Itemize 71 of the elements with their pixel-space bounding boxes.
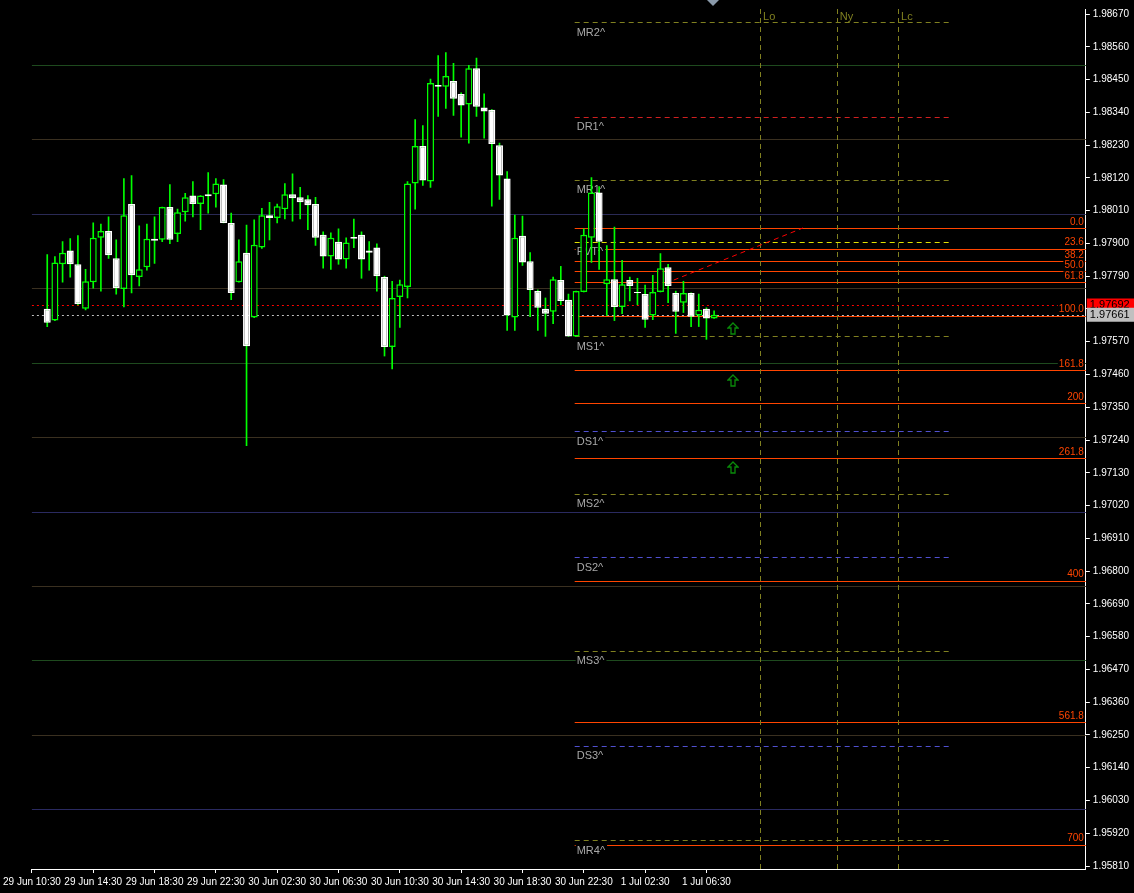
candlestick — [189, 181, 197, 218]
ref-line-label: MS2^ — [576, 497, 606, 510]
annotation: 0.0 — [1069, 215, 1085, 227]
y-tick-label: 1.96910 — [1092, 532, 1130, 544]
candlestick — [296, 187, 304, 220]
y-tick-label: 1.97350 — [1092, 401, 1130, 413]
x-tick-label: 29 Jun 22:30 — [186, 875, 246, 887]
annotation: 700 — [1067, 832, 1085, 844]
annotation: 561.8 — [1058, 710, 1085, 722]
ref-line-label: Lo — [763, 9, 776, 22]
annotation: 161.8 — [1058, 357, 1085, 369]
y-tick-label: 1.96800 — [1092, 564, 1130, 576]
x-tick-label: 29 Jun 18:30 — [125, 875, 184, 887]
x-tick-label: 30 Jun 18:30 — [493, 875, 552, 887]
x-tick-label: 30 Jun 06:30 — [309, 875, 368, 887]
y-tick-label: 1.96250 — [1092, 728, 1130, 740]
candlestick — [304, 195, 312, 231]
annotation: 61.8 — [1064, 269, 1085, 281]
y-tick-label: 1.97240 — [1092, 433, 1130, 445]
x-tick-label: 1 Jul 06:30 — [681, 875, 732, 887]
y-tick-label: 1.97460 — [1092, 368, 1130, 380]
ref-line-label: DS1^ — [576, 434, 605, 447]
ref-line-label: DS3^ — [576, 749, 605, 762]
y-tick-label: 1.98120 — [1092, 171, 1130, 183]
ref-line-label: Lc — [901, 9, 914, 22]
annotation: 400 — [1067, 568, 1085, 580]
y-tick-label: 1.95810 — [1092, 859, 1130, 871]
x-tick-label: 29 Jun 14:30 — [64, 875, 123, 887]
y-tick-label: 1.98230 — [1092, 138, 1130, 150]
y-tick-label: 1.97020 — [1092, 499, 1130, 511]
annotation: 200 — [1067, 391, 1085, 403]
x-tick-label: 30 Jun 10:30 — [370, 875, 430, 887]
x-tick-label: 29 Jun 10:30 — [3, 875, 62, 887]
x-tick-label: 30 Jun 02:30 — [248, 875, 307, 887]
y-tick-label: 1.98340 — [1092, 106, 1130, 118]
ref-line-label: DS2^ — [576, 560, 605, 573]
y-tick-label: 1.98450 — [1092, 73, 1130, 85]
y-tick-label: 1.95920 — [1092, 827, 1130, 838]
candlestick — [442, 52, 450, 109]
y-tick-label: 1.97900 — [1092, 237, 1130, 249]
y-tick-label: 1.98560 — [1092, 40, 1130, 52]
candlestick — [97, 223, 105, 292]
ref-line-label: MS1^ — [576, 339, 606, 352]
annotation: 50.0 — [1064, 259, 1085, 271]
y-tick-label: 1.96030 — [1092, 794, 1130, 806]
candlestick — [43, 254, 51, 327]
y-tick-label: 1.96470 — [1092, 663, 1130, 675]
ref-line-label: MS3^ — [576, 654, 606, 667]
ref-line-label: MR2^ — [576, 25, 606, 38]
ref-line-label: DR1^ — [576, 120, 605, 133]
candlestick — [480, 93, 488, 139]
ref-line-label: Ny — [839, 9, 854, 22]
y-tick-label: 1.97570 — [1092, 335, 1130, 347]
x-tick-label: 1 Jul 02:30 — [620, 875, 671, 887]
y-tick-label: 1.97790 — [1092, 269, 1130, 281]
y-tick-label: 1.97130 — [1092, 466, 1130, 478]
y-tick-label: 1.98010 — [1092, 204, 1130, 216]
candlestick — [135, 225, 143, 287]
y-tick-label: 1.96360 — [1092, 695, 1130, 707]
annotation: 261.8 — [1058, 445, 1085, 457]
ref-line-label: MR4^ — [576, 843, 606, 856]
annotation: 38.2 — [1064, 249, 1085, 261]
x-tick-label: 30 Jun 22:30 — [554, 875, 614, 887]
x-tick-label: 30 Jun 14:30 — [432, 875, 491, 887]
annotation: 23.6 — [1064, 236, 1085, 248]
y-tick-label: 1.98670 — [1092, 7, 1130, 19]
y-tick-label: 1.96140 — [1092, 761, 1130, 773]
annotation: 100.0 — [1058, 303, 1085, 315]
y-tick-label: 1.96690 — [1092, 597, 1130, 609]
y-tick-label: 1.96580 — [1092, 630, 1130, 642]
candlestick — [695, 293, 703, 327]
